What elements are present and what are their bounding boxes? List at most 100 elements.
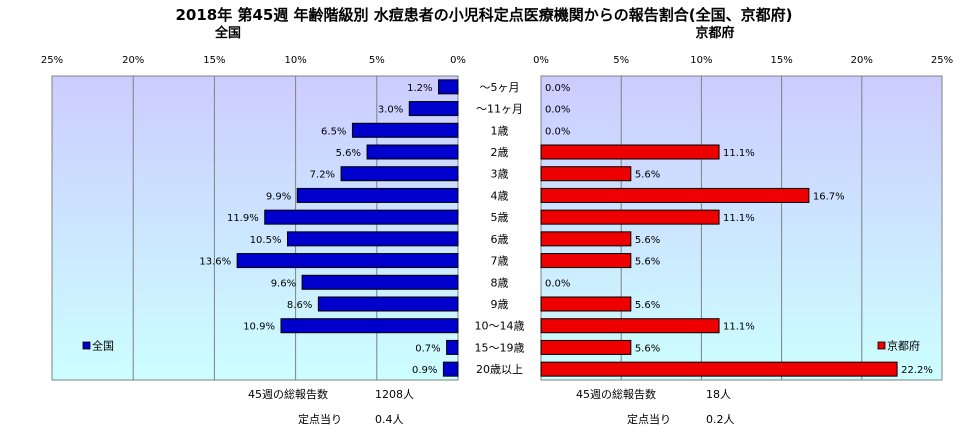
right-x-tick-label: 5% — [613, 55, 629, 66]
right-bar — [540, 361, 898, 377]
left-data-label: 0.9% — [412, 365, 437, 376]
left-legend: 全国 — [82, 339, 114, 353]
right-legend: 京都府 — [877, 339, 920, 353]
left-bar — [366, 144, 459, 160]
right-data-label: 22.2% — [901, 365, 933, 376]
category-label: 1歳 — [491, 124, 509, 137]
left-x-tick-label: 0% — [450, 55, 466, 66]
left-bar — [442, 361, 459, 377]
right-data-label: 5.6% — [635, 257, 660, 268]
chart-title: 2018年 第45週 年齢階級別 水痘患者の小児科定点医療機関からの報告割合(全… — [175, 6, 792, 24]
right-bar — [540, 318, 720, 334]
category-label: 20歳以上 — [476, 363, 523, 376]
category-label: 2歳 — [491, 146, 509, 159]
category-label: 8歳 — [491, 276, 509, 289]
right-data-labels: 0.0% 0.0% 0.0% 11.1% 5.6% 16.7% 11.1% 5.6% 5.6% 0… — [545, 83, 933, 376]
left-plot-area — [51, 75, 459, 381]
right-legend-swatch — [877, 341, 886, 350]
right-data-label: 5.6% — [635, 343, 660, 354]
left-x-tick-label: 20% — [122, 55, 144, 66]
left-bar — [286, 231, 459, 247]
right-data-label: 5.6% — [635, 300, 660, 311]
right-bar — [540, 296, 632, 312]
left-x-tick-label: 15% — [203, 55, 225, 66]
category-label: 7歳 — [491, 255, 509, 268]
right-data-label: 0.0% — [545, 278, 570, 289]
left-data-label: 5.6% — [336, 148, 361, 159]
right-data-label: 5.6% — [635, 235, 660, 246]
category-label: 6歳 — [491, 233, 509, 246]
right-panel-title: 京都府 — [695, 25, 734, 41]
left-data-label: 10.5% — [250, 235, 282, 246]
left-footer: 45週の総報告数 1208人 定点当り 0.4人 — [248, 387, 414, 426]
left-data-label: 8.6% — [287, 300, 312, 311]
left-x-tick-label: 25% — [41, 55, 63, 66]
right-footer: 45週の総報告数 18人 定点当り 0.2人 — [576, 387, 735, 426]
left-bar — [408, 101, 459, 117]
right-per-sentinel-value: 0.2人 — [706, 413, 735, 426]
left-data-label: 7.2% — [310, 170, 335, 181]
right-x-tick-labels: 0% 5% 10% 15% 20% 25% — [533, 55, 953, 66]
right-x-tick-label: 10% — [690, 55, 712, 66]
right-data-label: 0.0% — [545, 105, 570, 116]
right-data-label: 11.1% — [723, 148, 755, 159]
left-data-label: 13.6% — [199, 257, 231, 268]
right-data-label: 0.0% — [545, 126, 570, 137]
right-x-tick-label: 15% — [770, 55, 792, 66]
right-bars — [540, 144, 898, 377]
right-x-tick-label: 0% — [533, 55, 549, 66]
category-label: 4歳 — [491, 189, 509, 202]
left-x-tick-label: 10% — [284, 55, 306, 66]
left-data-label: 9.6% — [271, 278, 296, 289]
left-x-tick-labels: 25% 20% 15% 10% 5% 0% — [41, 55, 466, 66]
category-label: 3歳 — [491, 168, 509, 181]
left-bar — [317, 296, 459, 312]
category-label: ～11ヶ月 — [476, 103, 523, 116]
right-bar — [540, 166, 632, 182]
left-total-reports-label: 45週の総報告数 — [248, 387, 328, 401]
right-bar — [540, 231, 632, 247]
category-label: 10～14歳 — [475, 320, 525, 333]
left-per-sentinel-label: 定点当り — [298, 412, 342, 426]
right-bar — [540, 187, 810, 203]
left-data-label: 6.5% — [321, 126, 346, 137]
left-legend-swatch — [82, 341, 91, 350]
left-per-sentinel-value: 0.4人 — [375, 413, 404, 426]
right-legend-label: 京都府 — [887, 339, 920, 353]
right-bar — [540, 209, 720, 225]
category-label: 5歳 — [491, 211, 509, 224]
category-labels: ～5ヶ月 ～11ヶ月 1歳 2歳 3歳 4歳 5歳 6歳 7歳 8歳 9歳 10～14歳 15～19歳 2… — [475, 81, 525, 376]
left-panel-title: 全国 — [214, 25, 241, 41]
left-bar — [280, 318, 459, 334]
left-bar — [340, 166, 459, 182]
right-plot-area — [540, 75, 943, 381]
right-per-sentinel-label: 定点当り — [627, 412, 671, 426]
left-bar — [438, 79, 459, 95]
left-bar — [301, 274, 459, 290]
category-label: 9歳 — [491, 298, 509, 311]
right-total-reports-value: 18人 — [706, 388, 731, 401]
left-x-tick-label: 5% — [369, 55, 385, 66]
left-data-label: 11.9% — [227, 213, 259, 224]
left-data-label: 10.9% — [243, 322, 275, 333]
left-data-labels: 1.2% 3.0% 6.5% 5.6%7.2% 9.9% 11.9% 10.5% 13.6% 9… — [199, 83, 440, 376]
category-label: ～5ヶ月 — [480, 81, 520, 94]
left-bar — [446, 339, 459, 355]
left-data-label: 0.7% — [415, 343, 440, 354]
right-data-label: 11.1% — [723, 322, 755, 333]
left-bars — [236, 79, 459, 377]
right-data-label: 5.6% — [635, 170, 660, 181]
left-bar — [264, 209, 459, 225]
right-bar — [540, 253, 632, 269]
right-data-label: 11.1% — [723, 213, 755, 224]
right-bar — [540, 144, 720, 160]
left-bar — [351, 122, 459, 138]
category-label: 15～19歳 — [475, 341, 525, 354]
left-data-label: 1.2% — [407, 83, 432, 94]
left-legend-label: 全国 — [92, 339, 114, 353]
right-x-tick-label: 25% — [931, 55, 953, 66]
left-data-label: 9.9% — [266, 191, 291, 202]
right-x-tick-label: 20% — [851, 55, 873, 66]
left-bar — [236, 253, 459, 269]
